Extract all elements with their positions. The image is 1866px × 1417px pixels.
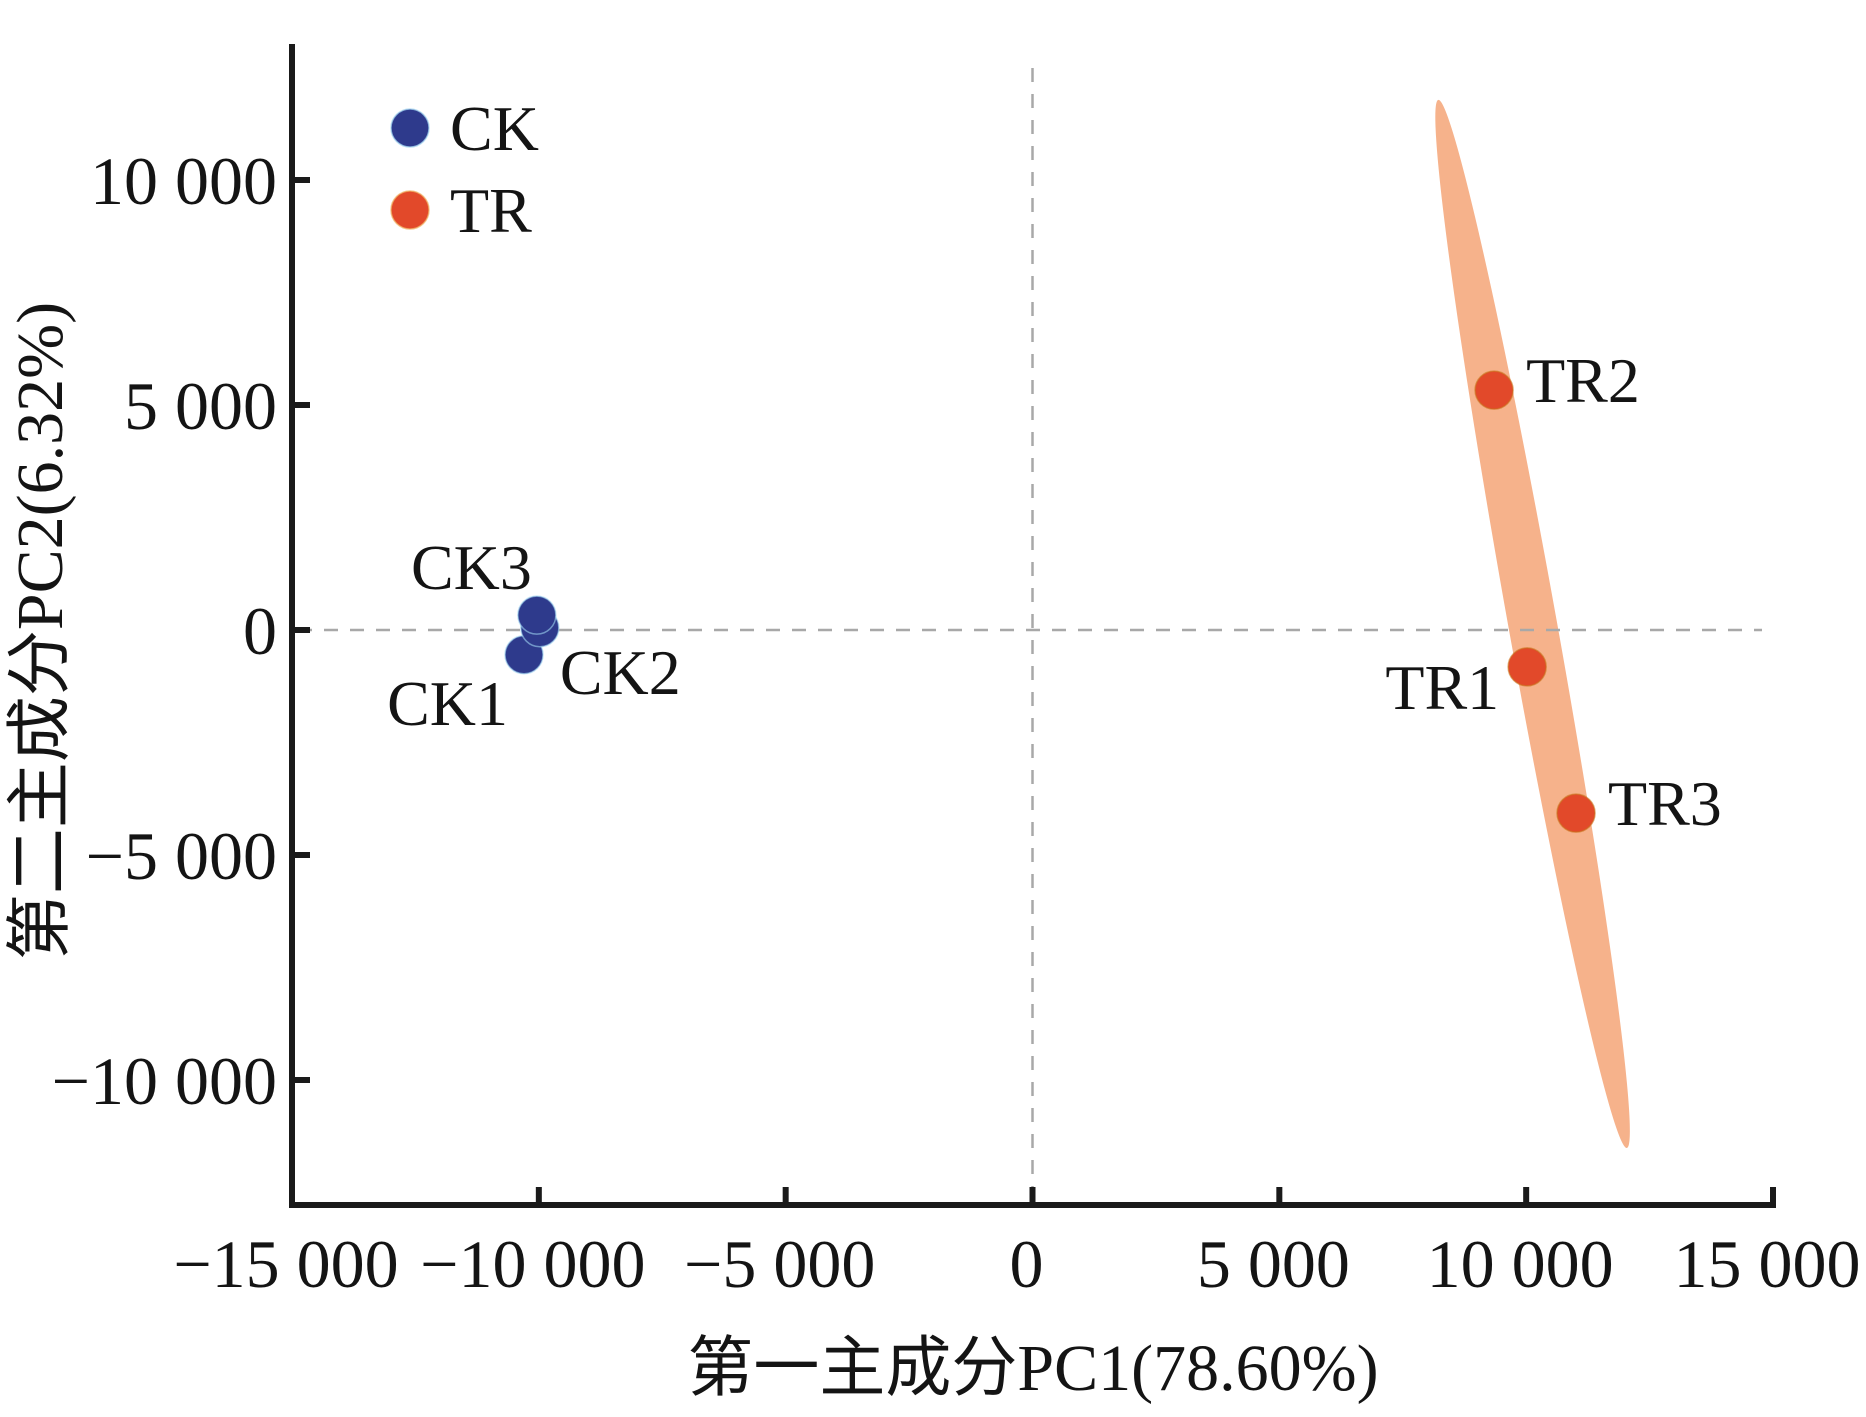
x-tick-label: 15 000 bbox=[1674, 1226, 1861, 1302]
legend: CK TR bbox=[390, 93, 539, 246]
confidence-ellipse-tr bbox=[1435, 99, 1630, 1148]
point-label-tr3: TR3 bbox=[1608, 768, 1722, 839]
y-axis-title: 第二主成分PC2(6.32%) bbox=[4, 302, 77, 960]
data-point-ck3 bbox=[517, 595, 557, 635]
data-point-tr1 bbox=[1507, 647, 1547, 687]
x-tick-label: −5 000 bbox=[684, 1226, 875, 1302]
point-labels: CK1 CK2 CK3 TR1 TR2 TR3 bbox=[387, 345, 1722, 839]
legend-label-ck: CK bbox=[450, 93, 539, 164]
x-tick-label: −10 000 bbox=[420, 1226, 645, 1302]
ellipse-layer bbox=[1435, 99, 1630, 1148]
y-tick-label: −10 000 bbox=[52, 1043, 277, 1119]
y-tick-label: 5 000 bbox=[124, 368, 277, 444]
tick-marks: −15 000 −10 000 −5 000 0 5 000 10 000 15 000 −1… bbox=[52, 143, 1861, 1302]
data-point-tr2 bbox=[1474, 370, 1514, 410]
data-points bbox=[504, 370, 1596, 833]
point-label-ck2: CK2 bbox=[560, 637, 681, 708]
point-label-ck3: CK3 bbox=[411, 532, 532, 603]
legend-marker-tr bbox=[390, 190, 430, 230]
x-tick-label: 5 000 bbox=[1197, 1226, 1350, 1302]
legend-marker-ck bbox=[390, 108, 430, 148]
x-tick-label: 0 bbox=[1010, 1226, 1044, 1302]
legend-label-tr: TR bbox=[450, 175, 532, 246]
point-label-ck1: CK1 bbox=[387, 668, 508, 739]
x-tick-label: −15 000 bbox=[173, 1226, 398, 1302]
y-tick-label: 10 000 bbox=[90, 143, 277, 219]
data-point-tr3 bbox=[1556, 793, 1596, 833]
y-tick-label: 0 bbox=[243, 593, 277, 669]
point-label-tr1: TR1 bbox=[1385, 652, 1499, 723]
y-tick-label: −5 000 bbox=[86, 818, 277, 894]
point-label-tr2: TR2 bbox=[1526, 345, 1640, 416]
x-axis-title: 第一主成分PC1(78.60%) bbox=[687, 1332, 1378, 1405]
x-tick-label: 10 000 bbox=[1427, 1226, 1614, 1302]
